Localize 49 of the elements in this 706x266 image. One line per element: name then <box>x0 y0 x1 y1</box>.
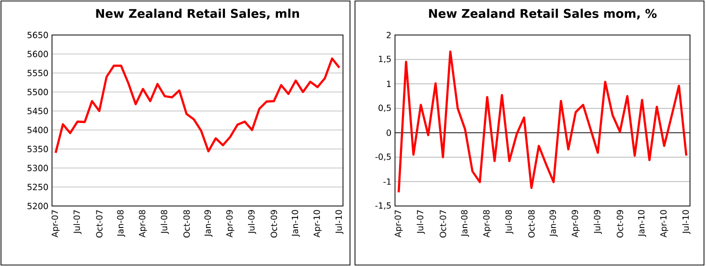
y-tick-label: 0,5 <box>378 104 391 112</box>
x-tick-label: Apr-10 <box>660 210 668 238</box>
x-tick-label: Oct-09 <box>616 210 624 238</box>
x-tick-label: Apr-09 <box>226 210 234 238</box>
x-tick-label: Jan-09 <box>204 210 212 237</box>
x-tick-label: Jul-09 <box>248 210 256 234</box>
x-tick-label: Apr-09 <box>572 210 580 238</box>
x-tick-label: Oct-09 <box>270 210 278 238</box>
y-tick-label: 5300 <box>28 164 48 172</box>
y-tick-label: 5400 <box>28 126 48 134</box>
x-tick-label: Jul-08 <box>160 210 169 234</box>
x-tick-label: Apr-08 <box>138 210 147 238</box>
x-tick-label: Jan-10 <box>292 210 300 237</box>
y-tick-label: 5500 <box>28 88 48 96</box>
line-series <box>54 57 340 154</box>
y-tick-label: 0 <box>386 130 391 136</box>
x-tick-label: Jul-07 <box>73 210 82 234</box>
y-tick-label: -1 <box>383 178 391 185</box>
y-tick-label: 5650 <box>28 32 48 38</box>
x-tick-label: Apr-07 <box>394 210 403 238</box>
y-tick-label: 5600 <box>28 50 48 58</box>
x-tick-label: Oct-07 <box>440 210 446 238</box>
x-tick-label: Jul-08 <box>505 210 514 234</box>
x-tick-label: Oct-07 <box>96 210 102 238</box>
x-tick-label: Jan-10 <box>638 210 646 237</box>
x-tick-label: Apr-10 <box>314 210 322 238</box>
x-tick-label: Jan-09 <box>550 210 558 237</box>
y-tick-label: 2 <box>386 32 391 38</box>
y-tick-label: 1,5 <box>378 56 391 64</box>
x-tick-label: Jul-10 <box>335 210 344 234</box>
x-tick-label: Jul-10 <box>682 210 690 234</box>
x-tick-label: Jul-07 <box>416 210 425 234</box>
y-tick-label: 1 <box>387 80 391 87</box>
x-tick-label: Oct-08 <box>183 210 190 238</box>
x-tick-label: Oct-08 <box>528 210 535 238</box>
chart-title: New Zealand Retail Sales, mln <box>96 8 299 20</box>
chart-title: New Zealand Retail Sales mom, % <box>429 8 657 20</box>
y-tick-label: 5350 <box>28 146 48 152</box>
y-tick-label: 5200 <box>28 202 48 210</box>
x-tick-label: Jan-08 <box>461 210 470 237</box>
y-tick-label: -0,5 <box>375 154 391 161</box>
y-tick-label: 5250 <box>28 184 48 190</box>
x-tick-label: Jan-08 <box>117 210 126 237</box>
y-tick-label: -1,5 <box>375 202 391 210</box>
y-tick-label: 5550 <box>28 70 48 76</box>
x-tick-label: Apr-08 <box>483 210 492 238</box>
y-tick-label: 5450 <box>28 108 48 114</box>
x-tick-label: Jul-09 <box>594 210 602 234</box>
x-tick-label: Apr-07 <box>52 210 60 238</box>
